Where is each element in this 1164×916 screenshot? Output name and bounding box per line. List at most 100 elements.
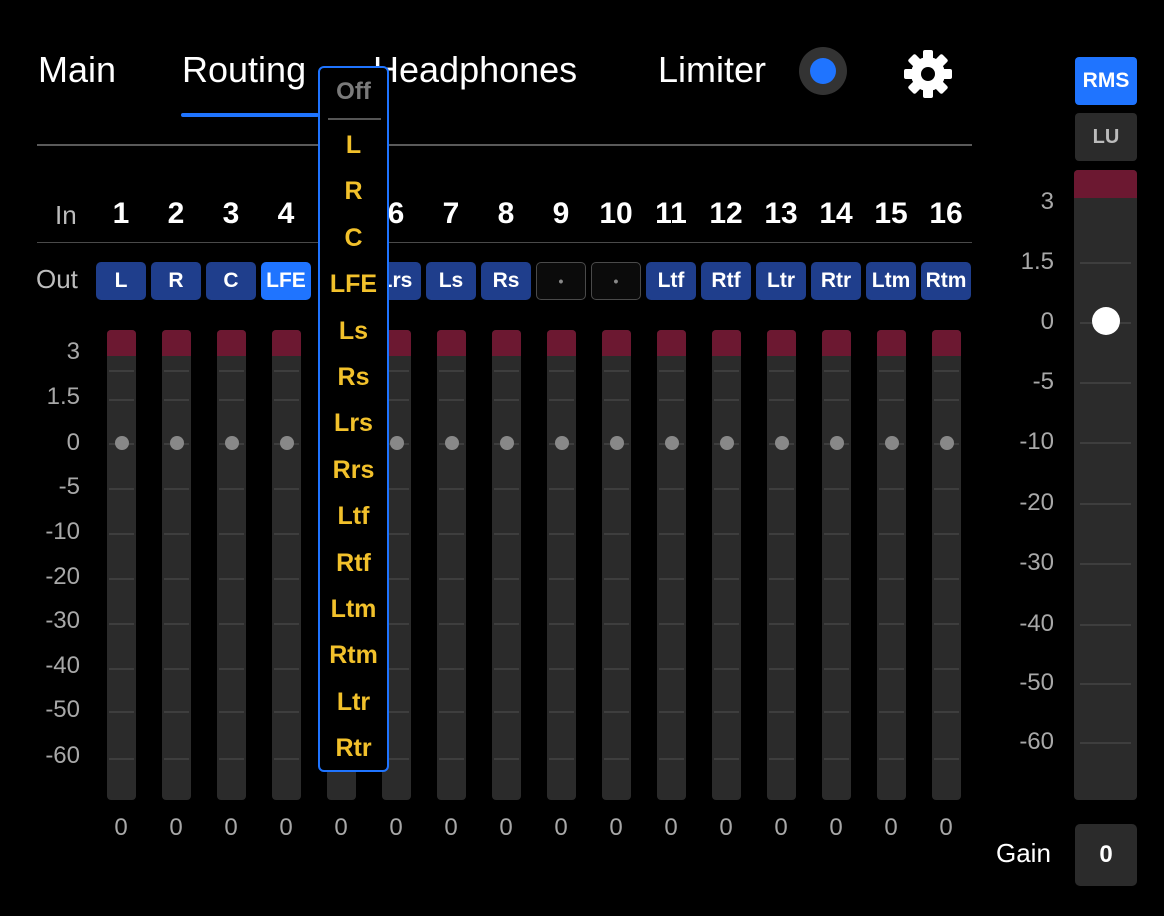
output-assign-button[interactable]: Rtf	[701, 262, 751, 300]
output-assign-button[interactable]: R	[151, 262, 201, 300]
output-assign-button[interactable]: Rs	[481, 262, 531, 300]
dropdown-item[interactable]: Ltm	[330, 595, 377, 623]
dropdown-item[interactable]: Ltf	[337, 502, 370, 531]
fader-tick	[384, 488, 409, 490]
fader-tick	[934, 488, 959, 490]
channel-fader[interactable]	[657, 330, 686, 800]
output-assign-button[interactable]: Ltm	[866, 262, 916, 300]
fader-knob[interactable]	[280, 436, 294, 450]
rms-mode-button[interactable]: RMS	[1075, 57, 1137, 105]
fader-knob[interactable]	[775, 436, 789, 450]
tab-main[interactable]: Main	[38, 49, 117, 90]
clip-indicator	[712, 330, 741, 356]
fader-tick	[604, 668, 629, 670]
dropdown-item[interactable]: Ltr	[336, 687, 371, 716]
channel-fader[interactable]	[272, 330, 301, 800]
fader-knob[interactable]	[170, 436, 184, 450]
tab-routing[interactable]: Routing	[182, 49, 307, 90]
dropdown-item[interactable]: Rtm	[329, 641, 378, 670]
tab-headphones[interactable]: Headphones	[373, 49, 578, 90]
dropdown-item[interactable]: LFE	[329, 270, 378, 299]
dropdown-item[interactable]: L	[345, 131, 362, 159]
fader-scale-label: -50	[45, 696, 80, 723]
output-assign-button[interactable]: Ltr	[756, 262, 806, 300]
channel-fader[interactable]	[437, 330, 466, 800]
fader-tick	[219, 533, 244, 535]
channel-fader[interactable]	[107, 330, 136, 800]
fader-tick	[604, 370, 629, 372]
fader-scale-label: -30	[45, 607, 80, 634]
fader-tick	[879, 623, 904, 625]
fader-tick	[824, 623, 849, 625]
dropdown-item[interactable]: C	[344, 223, 363, 252]
channel-fader[interactable]	[162, 330, 191, 800]
dropdown-item[interactable]: R	[344, 177, 363, 206]
input-number: 16	[929, 197, 963, 230]
output-assign-button[interactable]: L	[96, 262, 146, 300]
fader-knob[interactable]	[225, 436, 239, 450]
output-assign-button[interactable]: Rtr	[811, 262, 861, 300]
fader-tick	[769, 488, 794, 490]
channel-fader[interactable]	[932, 330, 961, 800]
fader-tick	[659, 533, 684, 535]
input-number: 10	[599, 197, 633, 230]
channel-fader[interactable]	[712, 330, 741, 800]
dropdown-item[interactable]: Lrs	[334, 409, 373, 438]
channel-fader[interactable]	[217, 330, 246, 800]
fader-knob[interactable]	[445, 436, 459, 450]
channel-fader[interactable]	[602, 330, 631, 800]
dropdown-item[interactable]: Ls	[338, 316, 369, 345]
fader-knob[interactable]	[665, 436, 679, 450]
channel-fader[interactable]	[547, 330, 576, 800]
fader-tick	[164, 533, 189, 535]
fader-tick	[604, 623, 629, 625]
fader-scale-label: 0	[66, 429, 80, 456]
dropdown-item[interactable]: Rtf	[336, 548, 371, 577]
master-gain-fader[interactable]	[1074, 170, 1137, 800]
output-routing-dropdown: Off L R C LFE Ls Rs Lrs Rrs Ltf Rtf Ltm Rtm Ltr Rtr	[318, 66, 389, 772]
output-assign-button[interactable]: Ltf	[646, 262, 696, 300]
fader-tick	[274, 668, 299, 670]
output-assign-button[interactable]: C	[206, 262, 256, 300]
meter-tick	[1080, 563, 1131, 565]
gain-value-field[interactable]: 0	[1075, 824, 1137, 886]
fader-tick	[769, 668, 794, 670]
fader-knob[interactable]	[720, 436, 734, 450]
clip-indicator	[492, 330, 521, 356]
fader-knob[interactable]	[115, 436, 129, 450]
channel-fader[interactable]	[492, 330, 521, 800]
fader-tick	[769, 533, 794, 535]
fader-knob[interactable]	[830, 436, 844, 450]
gear-icon[interactable]	[900, 46, 956, 102]
dropdown-item-off[interactable]: Off	[336, 78, 371, 105]
fader-knob[interactable]	[610, 436, 624, 450]
fader-tick	[879, 711, 904, 713]
limiter-toggle[interactable]	[799, 47, 847, 95]
fader-knob[interactable]	[500, 436, 514, 450]
fader-tick	[934, 711, 959, 713]
master-fader-knob[interactable]	[1092, 307, 1120, 335]
fader-tick	[824, 758, 849, 760]
output-assign-button[interactable]: LFE	[261, 262, 311, 300]
fader-tick	[659, 623, 684, 625]
fader-knob[interactable]	[390, 436, 404, 450]
master-clip-indicator	[1074, 170, 1137, 198]
fader-knob[interactable]	[940, 436, 954, 450]
output-assign-button[interactable]: •	[536, 262, 586, 300]
channel-fader[interactable]	[877, 330, 906, 800]
lu-mode-button[interactable]: LU	[1075, 113, 1137, 161]
output-assign-button[interactable]: Rtm	[921, 262, 971, 300]
dropdown-item[interactable]: Rtr	[335, 734, 372, 763]
dropdown-item[interactable]: Rrs	[332, 455, 375, 484]
fader-tick	[769, 370, 794, 372]
clip-indicator	[932, 330, 961, 356]
fader-knob[interactable]	[885, 436, 899, 450]
output-assign-button[interactable]: Ls	[426, 262, 476, 300]
fader-knob[interactable]	[555, 436, 569, 450]
output-assign-button[interactable]: •	[591, 262, 641, 300]
dropdown-item[interactable]: Rs	[337, 363, 370, 391]
fader-tick	[714, 578, 739, 580]
channel-fader[interactable]	[767, 330, 796, 800]
tab-limiter[interactable]: Limiter	[658, 49, 767, 90]
channel-fader[interactable]	[822, 330, 851, 800]
